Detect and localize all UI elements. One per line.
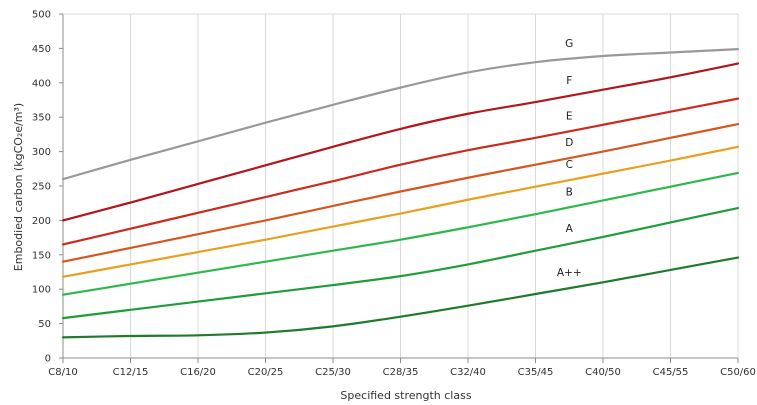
series-line-e <box>61 97 740 246</box>
series-label-f: F <box>566 75 572 87</box>
y-tick-label: 400 <box>32 78 51 89</box>
series-labels: G F E DC B A A++ <box>557 38 582 279</box>
x-tick-label: C32/40 <box>450 367 486 378</box>
y-tick-label: 300 <box>32 147 51 158</box>
y-tick-label: 500 <box>32 10 51 21</box>
series-line-c <box>61 145 740 278</box>
x-tick-label: C16/20 <box>180 367 216 378</box>
series-lines <box>61 47 740 339</box>
series-label-b: B <box>566 186 573 198</box>
x-tick-label: C8/10 <box>48 367 77 378</box>
series-line-aplusplus <box>61 256 740 339</box>
series-line-g <box>61 47 740 181</box>
x-tick-label: C40/50 <box>585 367 621 378</box>
x-tick-label: C28/35 <box>383 367 419 378</box>
x-axis-title: Specified strength class <box>340 389 471 402</box>
series-label-d: D <box>565 137 573 149</box>
y-tick-label: 250 <box>32 182 51 193</box>
x-tick-label: C50/60 <box>720 367 756 378</box>
series-label-a: A <box>566 223 574 235</box>
x-tick-label: C12/15 <box>113 367 149 378</box>
grid <box>130 14 739 358</box>
y-tick-label: 200 <box>32 216 51 227</box>
x-tick-label: C35/45 <box>518 367 554 378</box>
series-line-b <box>61 171 740 296</box>
y-axis-title: Embodied carbon (kgCO₂e/m³) <box>12 103 25 271</box>
y-tick-label: 50 <box>38 319 51 330</box>
y-tick-label: 0 <box>45 354 51 365</box>
series-line-f <box>61 62 740 222</box>
series-line-a <box>61 206 740 320</box>
series-label-c: C <box>566 159 573 171</box>
y-tick-label: 100 <box>32 285 51 296</box>
y-tick-label: 350 <box>32 113 51 124</box>
series-label-g: G <box>565 38 573 50</box>
y-tick-label: 450 <box>32 44 51 55</box>
y-tick-label: 150 <box>32 250 51 261</box>
series-line-d <box>61 122 740 263</box>
series-label-e: E <box>566 110 573 122</box>
series-label-aplusplus: A++ <box>557 267 582 279</box>
x-tick-label: C25/30 <box>315 367 351 378</box>
x-tick-label: C20/25 <box>248 367 284 378</box>
x-tick-label: C45/55 <box>653 367 689 378</box>
axes: C8/10 C12/15 C16/20 C20/25 C25/30 C28/35 C32/4… <box>32 10 756 379</box>
